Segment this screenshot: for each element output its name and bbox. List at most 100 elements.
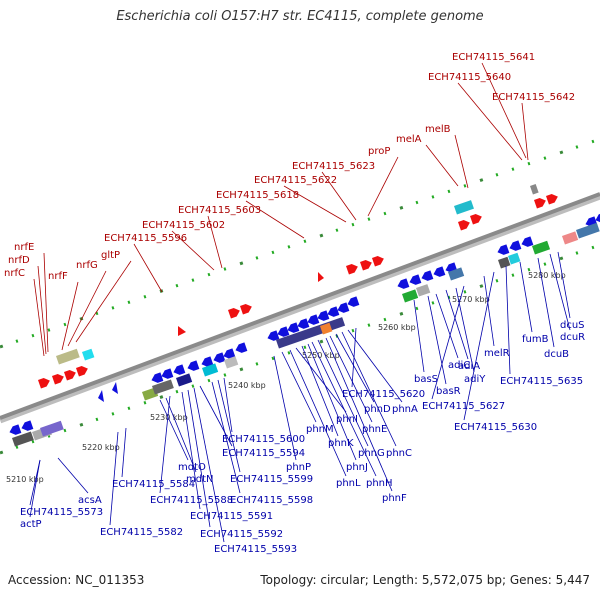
lower-dotted-track: [463, 290, 467, 294]
gene-cluster-block: [454, 200, 474, 215]
upper-dotted-track: [479, 178, 484, 183]
bottom-gene-label: phnM: [306, 424, 334, 435]
bottom-label-leader: [505, 265, 511, 375]
reverse-gene-arrow: [267, 330, 280, 341]
bottom-label-leader: [159, 399, 189, 461]
upper-dotted-track: [495, 172, 499, 177]
bottom-label-leader: [289, 349, 347, 477]
top-gene-label: melA: [396, 134, 422, 145]
gene-cluster-block: [530, 184, 539, 195]
genome-title: Escherichia coli O157:H7 str. EC4115, co…: [116, 9, 484, 24]
forward-gene-arrow: [240, 304, 252, 315]
bottom-label-leader: [413, 299, 425, 373]
upper-dotted-track: [335, 228, 339, 232]
top-label-leader: [133, 243, 163, 293]
forward-gene-arrow: [38, 378, 50, 389]
upper-dotted-track: [111, 306, 115, 310]
upper-dotted-track: [303, 239, 307, 244]
bottom-gene-label: adiA: [458, 361, 480, 372]
upper-dotted-track: [287, 245, 291, 249]
upper-dotted-track: [543, 156, 547, 160]
bottom-label-leader: [273, 355, 297, 461]
lower-dotted-track: [271, 356, 275, 361]
bottom-gene-label: ECH74115_5620: [342, 389, 425, 400]
kbp-tick-label: 5260 kbp: [378, 323, 416, 332]
bottom-gene-label: phnH: [366, 478, 393, 489]
forward-gene-arrow: [228, 308, 240, 319]
gene-cluster-block: [320, 322, 333, 335]
upper-dotted-track: [367, 217, 371, 221]
reverse-gene-arrow: [337, 302, 350, 313]
summary-text: Topology: circular; Length: 5,572,075 bp…: [260, 573, 590, 587]
bottom-label-leader: [199, 385, 233, 447]
top-gene-label: ECH74115_5622: [254, 175, 337, 186]
bottom-label-leader: [347, 329, 403, 403]
reverse-gene-marker: [112, 382, 118, 394]
bottom-label-leader: [431, 285, 465, 400]
upper-dotted-track: [527, 161, 531, 166]
lower-dotted-track: [255, 362, 259, 366]
top-gene-label: nrfD: [8, 255, 30, 266]
bottom-label-leader: [317, 339, 369, 447]
reverse-gene-arrow: [433, 266, 446, 277]
bottom-gene-label: ECH74115_5588: [150, 495, 233, 506]
upper-dotted-track: [351, 222, 355, 227]
bottom-gene-label: ECH74115_5627: [422, 401, 505, 412]
forward-gene-arrow: [470, 214, 482, 225]
reverse-gene-arrow: [509, 240, 522, 251]
reverse-gene-arrow: [21, 420, 34, 431]
reverse-gene-arrow: [317, 310, 330, 321]
upper-dotted-track: [271, 250, 275, 255]
upper-dotted-track: [191, 278, 195, 282]
lower-dotted-track: [399, 311, 404, 316]
lower-dotted-track: [527, 267, 531, 272]
lower-dotted-track: [0, 450, 4, 455]
forward-gene-marker: [178, 326, 186, 336]
top-gene-label: ECH74115_5602: [142, 220, 225, 231]
bottom-gene-label: ECH74115_5598: [230, 495, 313, 506]
lower-dotted-track: [575, 251, 579, 255]
top-gene-label: ECH74115_5642: [492, 92, 575, 103]
bottom-gene-label: ECH74115_5582: [100, 527, 183, 538]
bottom-label-leader: [335, 333, 375, 403]
top-label-leader: [521, 102, 529, 161]
upper-dotted-track: [431, 195, 435, 199]
reverse-gene-arrow: [151, 372, 164, 383]
bottom-gene-label: acsA: [78, 495, 102, 506]
top-label-leader: [454, 134, 469, 189]
reverse-gene-arrow: [187, 360, 200, 371]
top-label-leader: [425, 144, 459, 187]
bottom-label-leader: [29, 459, 41, 506]
bottom-gene-label: phnF: [382, 493, 407, 504]
bottom-label-leader: [109, 431, 119, 526]
forward-gene-arrow: [534, 198, 546, 209]
forward-gene-arrow: [64, 370, 76, 381]
bottom-gene-label: basR: [436, 386, 461, 397]
top-label-leader: [75, 260, 132, 343]
reverse-gene-arrow: [409, 274, 422, 285]
bottom-gene-label: phnD: [364, 404, 391, 415]
bottom-gene-label: ECH74115_5630: [454, 422, 537, 433]
gene-cluster-block: [532, 240, 551, 255]
bottom-label-leader: [455, 287, 475, 373]
upper-dotted-track: [0, 344, 4, 349]
bottom-gene-label: ECH74115_5635: [500, 376, 583, 387]
gene-cluster-block: [56, 348, 80, 365]
lower-dotted-track: [191, 384, 195, 388]
lower-dotted-track: [79, 422, 84, 427]
top-gene-label: ECH74115_5641: [452, 52, 535, 63]
bottom-label-leader: [193, 387, 225, 543]
bottom-label-leader: [211, 381, 241, 494]
reverse-gene-arrow: [327, 306, 340, 317]
upper-dotted-track: [223, 267, 227, 271]
top-gene-label: melB: [425, 124, 451, 135]
gene-cluster-block: [561, 231, 579, 245]
top-label-leader: [367, 156, 399, 217]
top-gene-label: ECH74115_5603: [178, 205, 261, 216]
gene-cluster-block: [12, 431, 34, 447]
kbp-tick-label: 5280 kbp: [528, 271, 566, 280]
upper-dotted-track: [175, 283, 179, 288]
bottom-gene-label: phnK: [328, 438, 354, 449]
gene-cluster-block: [416, 284, 431, 297]
